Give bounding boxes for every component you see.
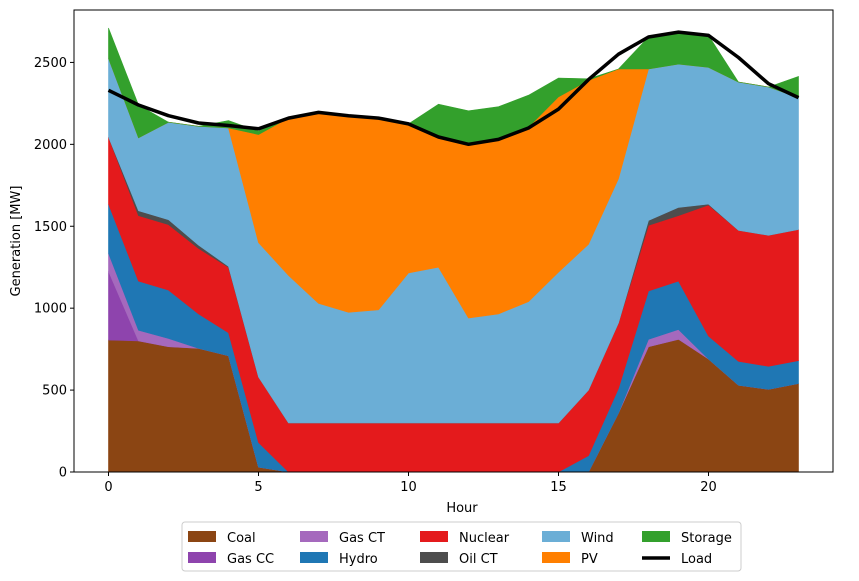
y-tick-label: 2500 (34, 56, 67, 71)
x-tick-label: 5 (254, 480, 262, 495)
legend-label-wind: Wind (581, 531, 614, 546)
y-axis-title: Generation [MW] (9, 186, 24, 297)
y-tick-label: 0 (59, 466, 67, 481)
legend-swatch-nuclear (420, 531, 448, 542)
legend-label-load: Load (681, 552, 712, 567)
x-tick-label: 15 (550, 480, 567, 495)
x-tick-label: 20 (700, 480, 717, 495)
legend-swatch-gas-cc (188, 552, 216, 563)
y-axis-ticks: 0 500 1000 1500 2000 2500 (34, 56, 74, 481)
legend-label-hydro: Hydro (339, 552, 378, 567)
x-axis-title: Hour (446, 501, 478, 516)
x-tick-label: 10 (400, 480, 417, 495)
legend-label-pv: PV (581, 552, 598, 567)
stacked-areas (108, 27, 799, 473)
legend-label-coal: Coal (227, 531, 256, 546)
x-tick-label: 0 (104, 480, 112, 495)
legend-swatch-gas-ct (300, 531, 328, 542)
load-lines (107, 30, 800, 147)
legend-label-gas-ct: Gas CT (339, 531, 385, 546)
line-load (107, 30, 800, 147)
legend-swatch-pv (542, 552, 570, 563)
y-tick-label: 500 (42, 384, 67, 399)
legend-swatch-storage (642, 531, 670, 542)
legend-swatch-oil-ct (420, 552, 448, 563)
y-tick-label: 1000 (34, 302, 67, 317)
legend-label-nuclear: Nuclear (459, 531, 510, 546)
y-tick-label: 1500 (34, 220, 67, 235)
y-tick-label: 2000 (34, 138, 67, 153)
legend-swatch-coal (188, 531, 216, 542)
legend-label-storage: Storage (681, 531, 732, 546)
legend-label-gas-cc: Gas CC (227, 552, 274, 567)
legend-label-oil-ct: Oil CT (459, 552, 498, 567)
legend-swatch-hydro (300, 552, 328, 563)
legend: Coal Gas CC Gas CT Hydro Nuclear Oil CT Wind PV… (181, 521, 742, 572)
plot-frame (73, 9, 834, 473)
legend-swatch-wind (542, 531, 570, 542)
x-axis-ticks: 0 5 10 15 20 (104, 472, 717, 495)
